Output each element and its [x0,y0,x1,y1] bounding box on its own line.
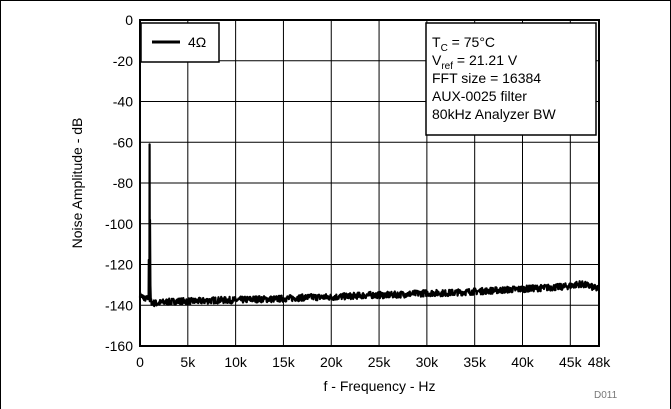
y-tick-label: -100 [105,216,133,232]
conditions-line: Vref = 21.21 V [432,52,518,72]
conditions-line: AUX-0025 filter [432,88,527,104]
x-tick-label: 25k [368,354,392,370]
y-tick-label: 0 [125,12,133,28]
x-tick-label: 20k [320,354,344,370]
legend-label: 4Ω [188,34,206,50]
x-axis-label: f - Frequency - Hz [323,378,435,394]
y-axis-ticks: 0 -20 -40 -60 -80 -100 -120 -140 -160 [105,12,133,354]
x-tick-label: 35k [463,354,487,370]
y-tick-label: -80 [113,175,133,191]
y-axis-label: Noise Amplitude - dB [69,118,85,249]
x-tick-label: 40k [511,354,535,370]
y-tick-label: -140 [105,297,133,313]
y-tick-label: -160 [105,338,133,354]
legend: 4Ω [140,22,220,63]
conditions-line: TC = 75°C [432,34,495,54]
series-line [138,143,600,308]
conditions-box-frame [425,22,597,136]
conditions-line: 80kHz Analyzer BW [432,106,556,122]
y-tick-label: -40 [113,94,133,110]
x-axis-ticks: 0 5k 10k 15k 20k 25k 30k 35k 40k 45k 48k [136,354,611,370]
x-tick-label: 48k [588,354,612,370]
x-tick-label: 5k [180,354,196,370]
conditions-line: FFT size = 16384 [432,70,541,86]
plot-area [139,19,600,347]
y-tick-label: -20 [113,53,133,69]
x-tick-label: 15k [272,354,296,370]
x-tick-label: 10k [224,354,248,370]
y-tick-label: -120 [105,257,133,273]
x-tick-label: 0 [136,354,144,370]
x-tick-label: 30k [416,354,440,370]
x-tick-label: 45k [559,354,583,370]
series-layer [138,143,600,308]
y-tick-label: -60 [113,134,133,150]
figure-id: D011 [594,390,618,401]
